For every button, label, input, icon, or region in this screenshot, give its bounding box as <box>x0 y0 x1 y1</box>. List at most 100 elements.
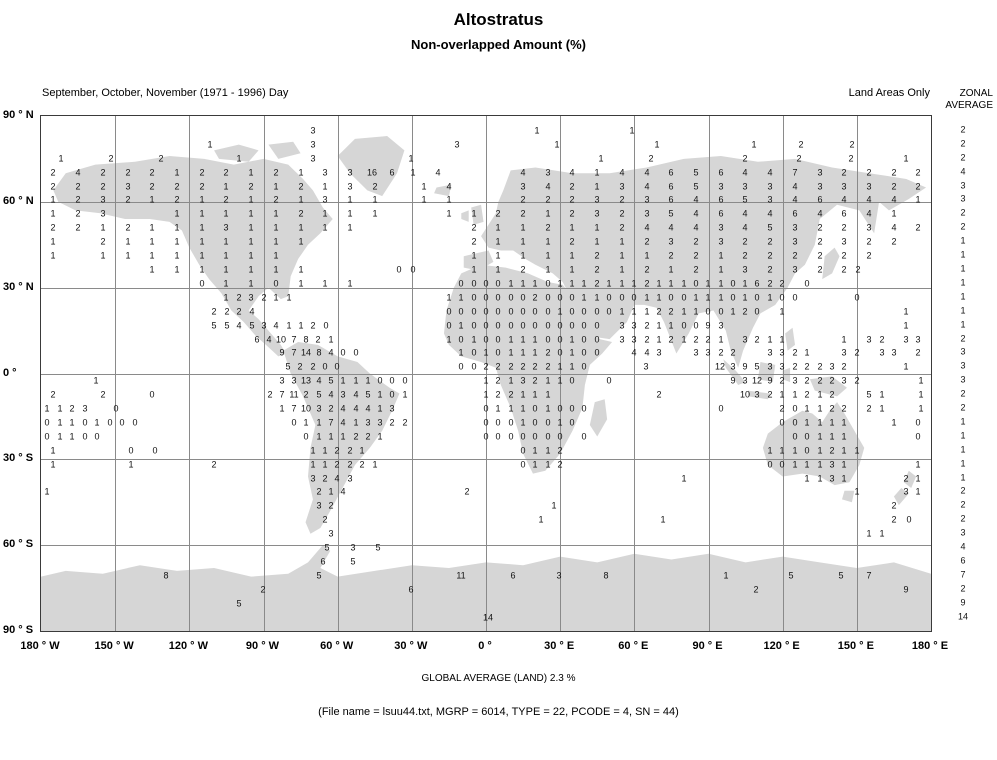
grid-value: 4 <box>520 167 526 178</box>
grid-value: 4 <box>340 417 346 428</box>
grid-value: 2 <box>903 473 909 484</box>
grid-value: 4 <box>266 334 272 345</box>
grid-value: 5 <box>236 598 242 609</box>
grid-value: 4 <box>866 194 872 205</box>
grid-value: 7 <box>291 334 297 345</box>
grid-value: 1 <box>483 375 489 386</box>
grid-value: 2 <box>849 139 855 150</box>
grid-value: 2 <box>693 250 699 261</box>
grid-value: 6 <box>718 194 724 205</box>
grid-value: 2 <box>322 514 328 525</box>
grid-value: 0 <box>483 292 489 303</box>
grid-value: 8 <box>303 334 309 345</box>
grid-value: 1 <box>891 417 897 428</box>
grid-value: 3 <box>347 473 353 484</box>
grid-value: 2 <box>767 389 773 400</box>
grid-value: 1 <box>57 417 63 428</box>
grid-value: 1 <box>149 236 155 247</box>
grid-value: 2 <box>754 334 760 345</box>
grid-value: 2 <box>260 584 266 595</box>
grid-value: 2 <box>359 459 365 470</box>
grid-value: 6 <box>668 167 674 178</box>
grid-value: 1 <box>631 278 637 289</box>
grid-value: 1 <box>644 306 650 317</box>
grid-value: 2 <box>742 236 748 247</box>
grid-value: 2 <box>915 347 921 358</box>
grid-value: 4 <box>742 208 748 219</box>
grid-value: 2 <box>236 292 242 303</box>
y-tick-label: 30 ° N <box>3 280 34 293</box>
latitude-gridline <box>41 545 931 547</box>
grid-value: 1 <box>446 292 452 303</box>
grid-value: 2 <box>372 181 378 192</box>
grid-value: 1 <box>408 153 414 164</box>
latitude-gridline <box>41 373 931 375</box>
grid-value: 3 <box>350 542 356 553</box>
zonal-average-value: 3 <box>960 527 966 538</box>
grid-value: 1 <box>841 417 847 428</box>
grid-value: 1 <box>569 222 575 233</box>
grid-value: 1 <box>718 334 724 345</box>
grid-value: 1 <box>298 264 304 275</box>
grid-value: 0 <box>545 278 551 289</box>
grid-value: 12 <box>714 361 726 372</box>
grid-value: 1 <box>372 208 378 219</box>
x-tick-label: 90 ° E <box>692 640 723 652</box>
grid-value: 1 <box>149 264 155 275</box>
grid-value: 1 <box>681 473 687 484</box>
page-title: Altostratus <box>453 10 544 29</box>
grid-value: 6 <box>254 334 260 345</box>
grid-value: 1 <box>174 264 180 275</box>
grid-value: 0 <box>483 334 489 345</box>
grid-value: 2 <box>792 361 798 372</box>
grid-value: 1 <box>273 264 279 275</box>
grid-value: 0 <box>458 361 464 372</box>
grid-value: 4 <box>328 389 334 400</box>
grid-value: 2 <box>796 153 802 164</box>
y-tick-label: 60 ° N <box>3 194 34 207</box>
grid-value: 1 <box>723 570 729 581</box>
grid-value: 0 <box>792 431 798 442</box>
grid-value: 1 <box>879 389 885 400</box>
grid-value: 1 <box>347 278 353 289</box>
grid-value: 1 <box>279 403 285 414</box>
grid-value: 4 <box>767 208 773 219</box>
grid-value: 1 <box>792 459 798 470</box>
grid-value: 2 <box>211 459 217 470</box>
grid-value: 2 <box>236 306 242 317</box>
grid-value: 1 <box>554 139 560 150</box>
grid-value: 2 <box>792 347 798 358</box>
grid-value: 1 <box>804 473 810 484</box>
grid-value: 1 <box>656 292 662 303</box>
grid-value: 0 <box>804 431 810 442</box>
grid-value: 7 <box>291 403 297 414</box>
grid-value: 2 <box>520 208 526 219</box>
grid-value: 1 <box>223 250 229 261</box>
grid-value: 0 <box>471 306 477 317</box>
grid-value: 3 <box>829 459 835 470</box>
grid-value: 3 <box>454 139 460 150</box>
grid-value: 1 <box>483 347 489 358</box>
grid-value: 3 <box>779 347 785 358</box>
grid-value: 0 <box>779 417 785 428</box>
grid-value: 0 <box>82 431 88 442</box>
grid-value: 0 <box>557 431 563 442</box>
grid-value: 1 <box>520 250 526 261</box>
period-label: September, October, November (1971 - 199… <box>42 87 289 99</box>
grid-value: 1 <box>581 292 587 303</box>
grid-value: 1 <box>891 208 897 219</box>
grid-value: 1 <box>915 459 921 470</box>
grid-value: 2 <box>817 236 823 247</box>
grid-value: 0 <box>668 292 674 303</box>
grid-value: 1 <box>693 292 699 303</box>
zonal-average-value: 3 <box>960 360 966 371</box>
grid-value: 2 <box>495 208 501 219</box>
grid-value: 2 <box>149 167 155 178</box>
grid-value: 1 <box>207 139 213 150</box>
grid-value: 1 <box>742 278 748 289</box>
grid-value: 14 <box>482 612 494 623</box>
grid-value: 1 <box>248 250 254 261</box>
zonal-average-value: 2 <box>960 388 966 399</box>
grid-value: 3 <box>915 334 921 345</box>
